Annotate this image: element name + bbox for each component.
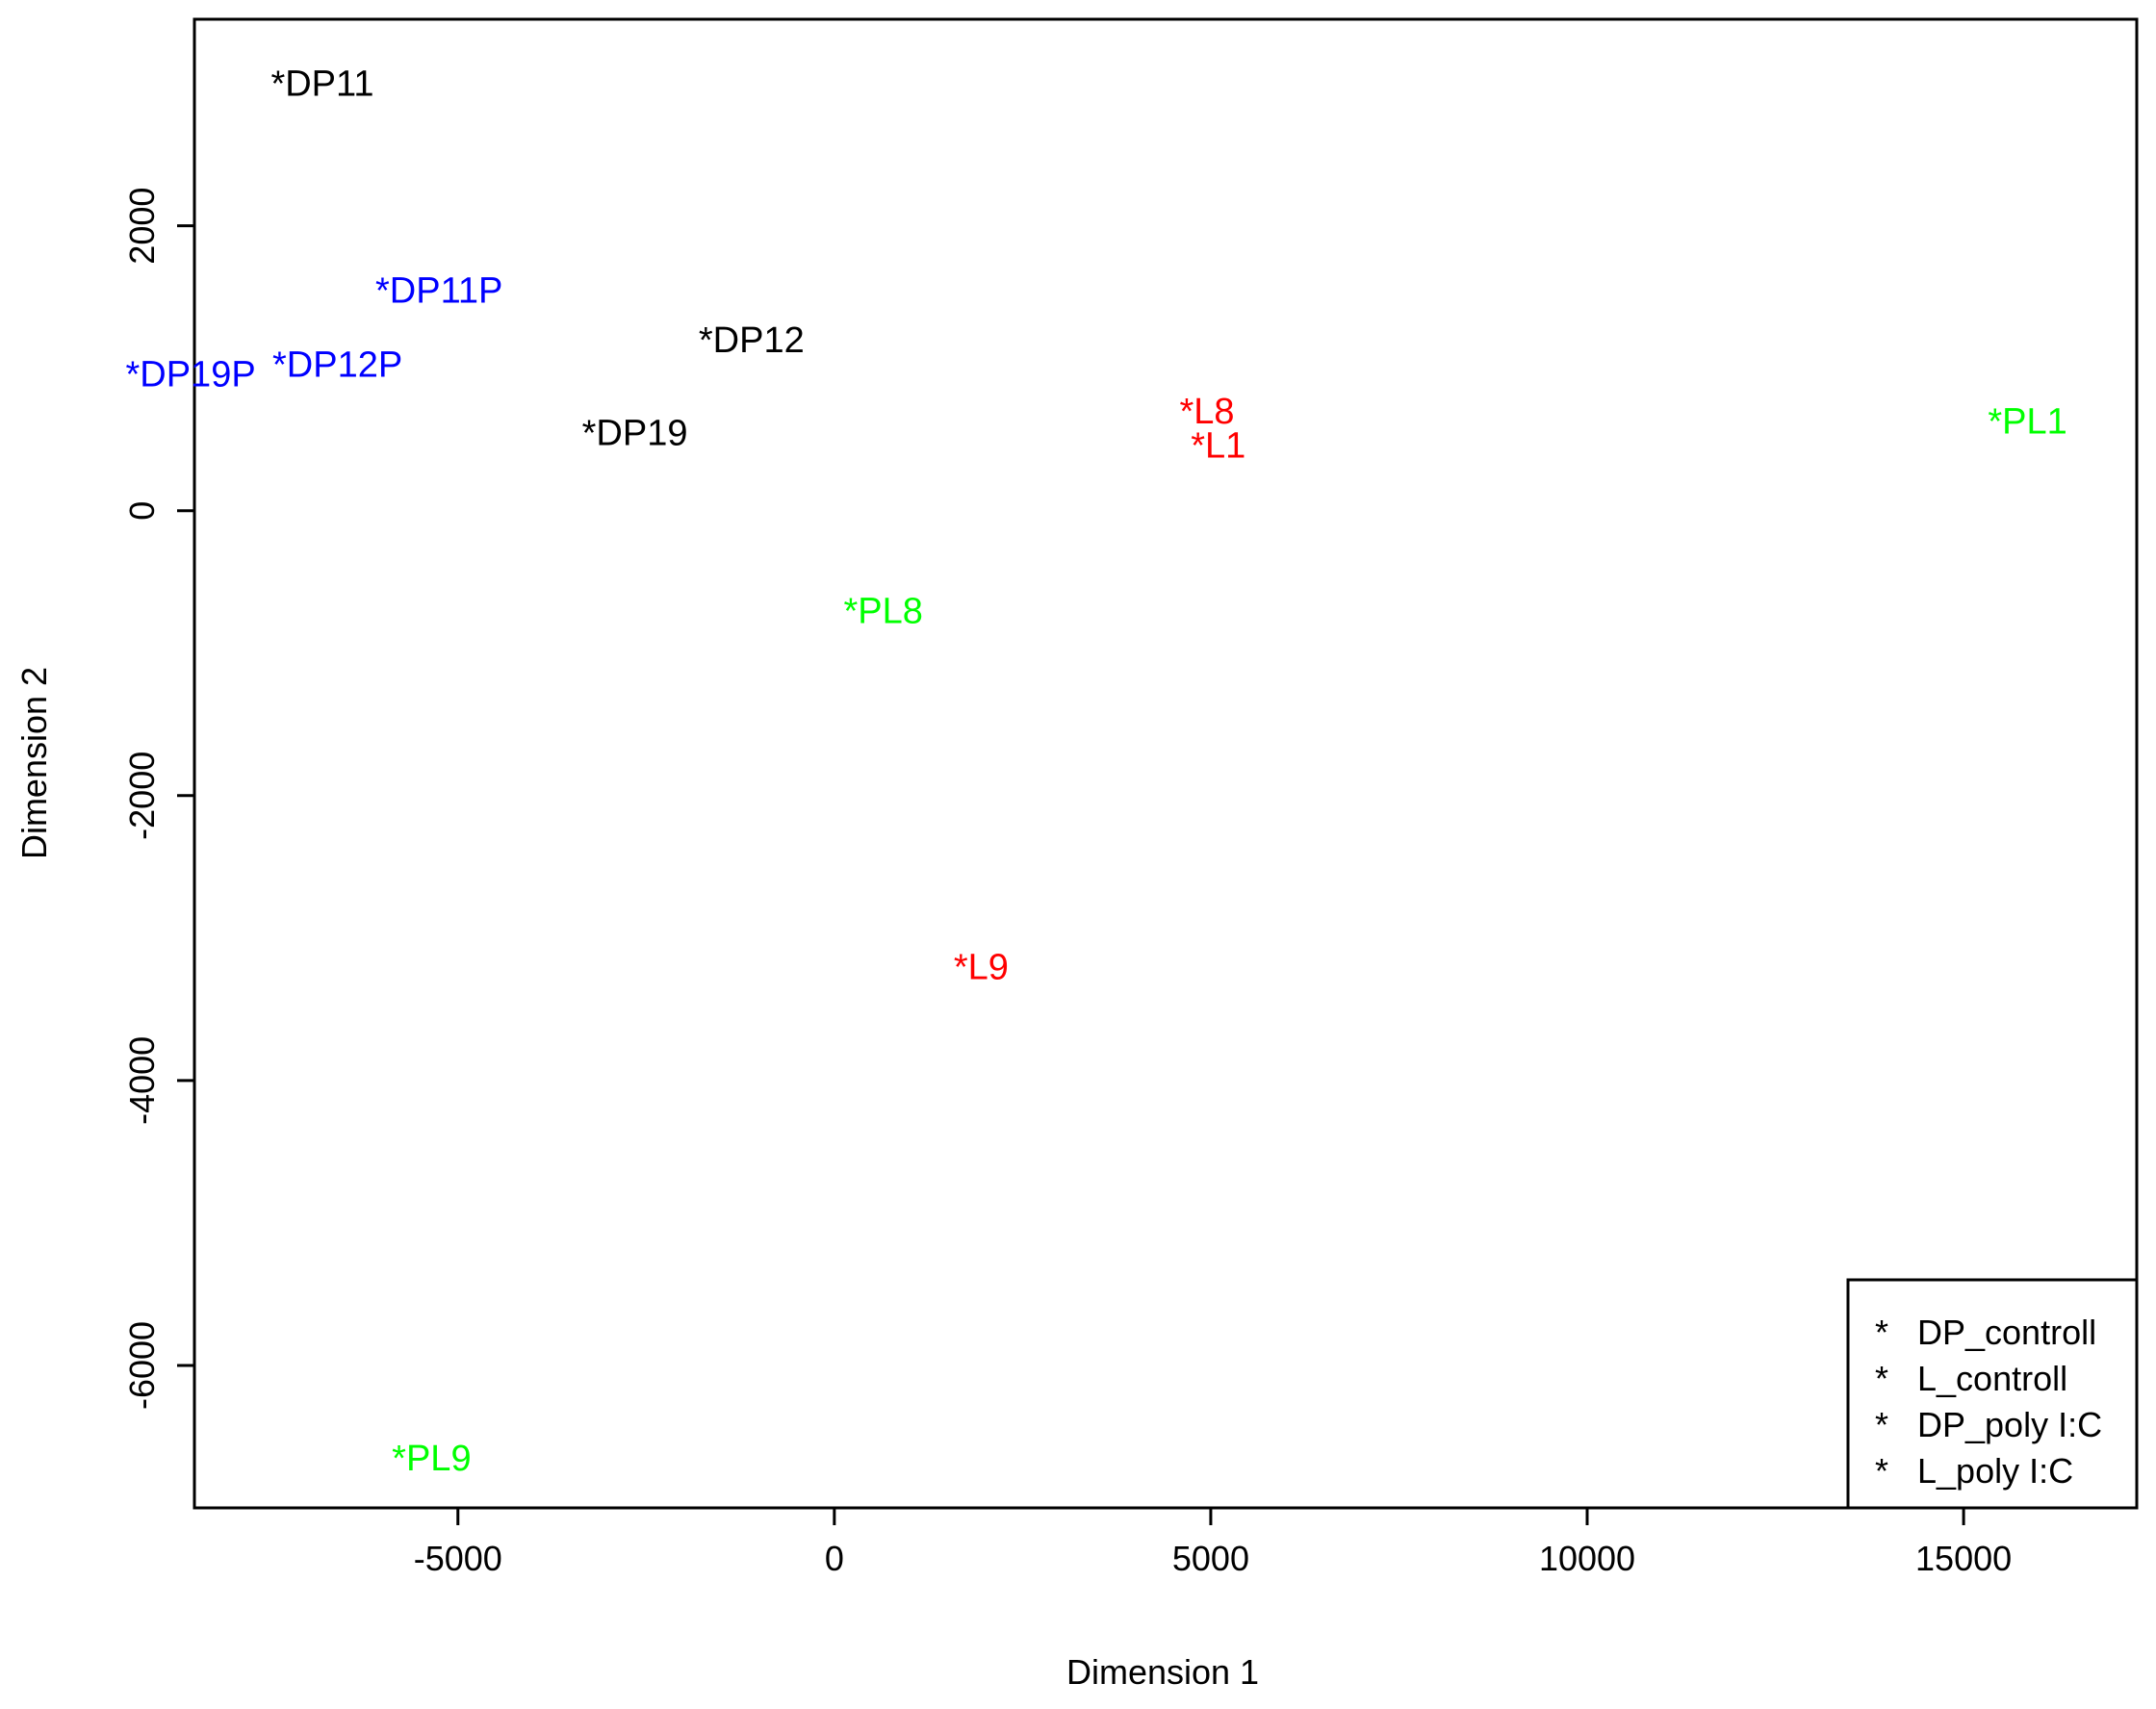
legend: * DP_controll * L_controll * DP_poly I:C * L_po… <box>1846 1278 2139 1510</box>
data-point-label: *DP12 <box>699 320 805 361</box>
data-point-label: *DP19 <box>582 413 688 453</box>
y-axis: -6000 -4000 -2000 0 2000 <box>122 188 196 1410</box>
y-tick-label: -6000 <box>122 1321 162 1410</box>
legend-box <box>1846 1278 2139 1510</box>
y-tick-label: -2000 <box>122 752 162 840</box>
data-point-label: *L8 <box>1179 392 1234 432</box>
data-point-label: *L9 <box>954 947 1009 987</box>
y-axis-label: Dimension 2 <box>14 667 54 859</box>
legend-entry: DP_controll <box>1917 1313 2096 1352</box>
legend-entry: DP_poly I:C <box>1917 1405 2102 1444</box>
y-tick-label: 2000 <box>122 188 162 265</box>
x-tick-label: 5000 <box>1172 1539 1249 1578</box>
legend-marker: * <box>1875 1451 1888 1491</box>
legend-marker: * <box>1875 1313 1888 1352</box>
data-point-label: *DP19P <box>125 355 255 395</box>
data-point-label: *PL9 <box>392 1439 471 1479</box>
data-point-label: *PL1 <box>1988 401 2066 442</box>
legend-entry: L_controll <box>1917 1359 2067 1398</box>
x-tick-label: -5000 <box>414 1539 502 1578</box>
legend-items: * DP_controll * L_controll * DP_poly I:C * L_po… <box>1875 1313 2102 1491</box>
x-tick-label: 10000 <box>1539 1539 1635 1578</box>
data-point-label: *PL8 <box>843 591 922 631</box>
data-point-label: *DP11 <box>270 64 373 105</box>
legend-marker: * <box>1875 1405 1888 1444</box>
data-points: *DP11 *DP12 *DP19 *L8*L1 *L9 *DP11P *DP19P *DP1… <box>125 64 2066 1480</box>
data-point-label: *DP11P <box>375 270 502 311</box>
plot-frame <box>192 17 2139 1510</box>
legend-entry: L_poly I:C <box>1917 1451 2073 1491</box>
data-point-label: *L1 <box>1191 426 1245 467</box>
x-axis-label: Dimension 1 <box>1066 1652 1259 1692</box>
y-tick-label: -4000 <box>122 1036 162 1125</box>
x-tick-label: 15000 <box>1915 1539 2012 1578</box>
legend-marker: * <box>1875 1359 1888 1398</box>
y-tick-label: 0 <box>122 501 162 521</box>
x-tick-label: 0 <box>825 1539 844 1578</box>
data-point-label: *DP12P <box>272 344 402 385</box>
x-axis: -5000 0 5000 10000 15000 <box>414 1506 2012 1578</box>
